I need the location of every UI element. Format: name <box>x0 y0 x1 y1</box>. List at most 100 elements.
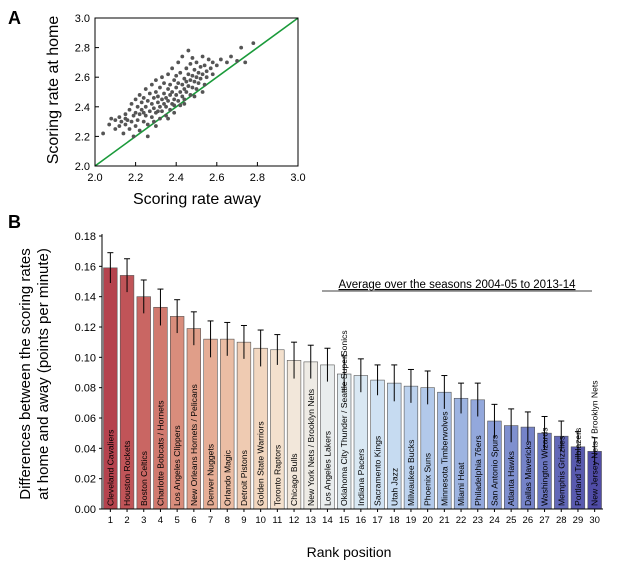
bar-x-tick-label: 6 <box>191 515 196 526</box>
scatter-point <box>210 72 215 77</box>
scatter-plot-frame <box>94 17 299 167</box>
error-bars <box>107 252 598 466</box>
scatter-point <box>176 60 181 65</box>
scatter-point <box>147 91 152 96</box>
scatter-point <box>123 112 128 117</box>
scatter-point <box>194 60 199 65</box>
scatter-point <box>109 116 114 121</box>
bar-y-tick-label: 0.02 <box>75 474 96 486</box>
scatter-point <box>200 72 205 77</box>
scatter-point <box>137 93 142 97</box>
scatter-point <box>243 60 248 65</box>
scatter-point <box>113 127 118 131</box>
scatter-point <box>178 90 183 94</box>
scatter-point <box>158 104 162 109</box>
scatter-point <box>174 73 179 78</box>
scatter-point <box>170 90 175 94</box>
scatter-point <box>164 104 168 109</box>
bar-team-label: New Orleans Hornets / Pelicans <box>189 384 199 506</box>
scatter-point <box>135 104 140 109</box>
scatter-point <box>145 98 150 103</box>
bar-x-tick-label: 27 <box>539 515 550 526</box>
bar-team-label: Chicago Bulls <box>289 453 299 506</box>
scatter-point <box>180 94 185 99</box>
bar-team-label: New York Nets / Brooklyn Nets <box>306 389 316 506</box>
scatter-point <box>156 109 160 114</box>
scatter-point <box>172 110 177 115</box>
bar-team-label: New Jersey Nets / Brooklyn Nets <box>590 380 600 506</box>
bar-x-tick-label: 18 <box>389 515 400 526</box>
scatter-point <box>188 93 193 97</box>
scatter-point <box>198 64 203 69</box>
scatter-point <box>133 124 138 128</box>
bar-y-tick-label: 0.14 <box>75 292 96 304</box>
bar-panel: Cleveland Cavaliers Houston Rockets Boston… <box>17 231 603 560</box>
bar-y-tick-label: 0.18 <box>75 231 96 243</box>
bar-x-tick-label: 3 <box>141 515 146 526</box>
bar-x-tick-label: 30 <box>589 515 600 526</box>
bar-y-tick-label: 0.10 <box>75 352 96 364</box>
scatter-point <box>176 81 181 86</box>
bar-team-label: Philadelphia 76ers <box>473 435 483 506</box>
scatter-point <box>154 78 158 83</box>
bar-y-ticks: 0.00 0.02 0.04 0.06 0.08 0.10 0.12 0.14 0.16 0.18 <box>75 231 102 516</box>
scatter-point <box>166 98 170 103</box>
bar-x-tick-label: 4 <box>158 515 163 526</box>
bar-team-label: Los Angeles Lakers <box>322 431 332 506</box>
scatter-point <box>131 113 136 118</box>
scatter-x-axis-label: Scoring rate away <box>133 191 261 208</box>
scatter-x-tick-label: 2.8 <box>250 172 265 184</box>
bar-x-tick-label: 1 <box>108 515 113 526</box>
bar-x-tick-label: 5 <box>175 515 180 526</box>
scatter-point <box>143 87 148 91</box>
bar-x-tick-label: 10 <box>255 515 266 526</box>
scatter-points <box>101 41 256 139</box>
scatter-point <box>192 67 197 72</box>
scatter-point <box>180 82 185 87</box>
bar-x-tick-label: 21 <box>439 515 450 526</box>
scatter-point <box>107 122 112 127</box>
bar-y-tick-label: 0.00 <box>75 504 96 516</box>
bar-x-ticks: 1 2 3 4 5 6 7 8 9 10 11 12 13 14 15 16 17 18 19 20 21 22 23 24 2… <box>108 509 600 526</box>
scatter-point <box>113 118 118 123</box>
bar-team-labels: Cleveland Cavaliers Houston Rockets Boston… <box>105 330 599 506</box>
scatter-point <box>188 78 193 83</box>
scatter-point <box>200 54 205 59</box>
bar-team-label: Miami Heat <box>456 462 466 506</box>
bar-y-tick-label: 0.12 <box>75 322 96 334</box>
scatter-point <box>196 70 201 75</box>
scatter-point <box>162 101 166 106</box>
bar-team-label: Detroit Pistons <box>239 450 249 506</box>
scatter-point <box>151 106 156 111</box>
bar-y-tick-label: 0.06 <box>75 413 96 425</box>
scatter-point <box>192 79 197 84</box>
bar-team-label: Denver Nuggets <box>206 444 216 506</box>
scatter-point <box>190 73 195 78</box>
scatter-point <box>202 63 207 68</box>
bar-x-tick-label: 11 <box>272 515 282 526</box>
scatter-point <box>129 101 134 106</box>
bar-team-label: Charlotte Bobcats / Hornets <box>155 400 165 506</box>
bar-team-label: Minnesota Timberwolves <box>439 411 449 506</box>
bar-x-tick-label: 28 <box>556 515 567 526</box>
scatter-y-ticks: 2.0 2.2 2.4 2.6 2.8 3.0 <box>75 13 99 173</box>
scatter-point <box>156 94 160 99</box>
scatter-point <box>229 54 233 59</box>
scatter-point <box>182 101 187 106</box>
identity-line <box>94 17 299 167</box>
scatter-point <box>184 79 189 84</box>
bar-x-tick-label: 8 <box>225 515 230 526</box>
scatter-point <box>141 119 146 124</box>
scatter-point <box>119 119 124 124</box>
scatter-point <box>168 93 173 97</box>
scatter-point <box>210 60 215 65</box>
bar-annotation: Average over the seasons 2004-05 to 2013… <box>339 279 577 291</box>
scatter-y-tick-label: 2.8 <box>75 43 90 55</box>
scatter-point <box>204 69 209 74</box>
scatter-point <box>182 97 187 102</box>
scatter-point <box>137 112 142 117</box>
scatter-point <box>137 128 142 133</box>
bar-x-tick-label: 2 <box>124 515 129 526</box>
bar-team-label: Atlanta Hawks <box>506 451 516 506</box>
scatter-point <box>129 119 134 124</box>
